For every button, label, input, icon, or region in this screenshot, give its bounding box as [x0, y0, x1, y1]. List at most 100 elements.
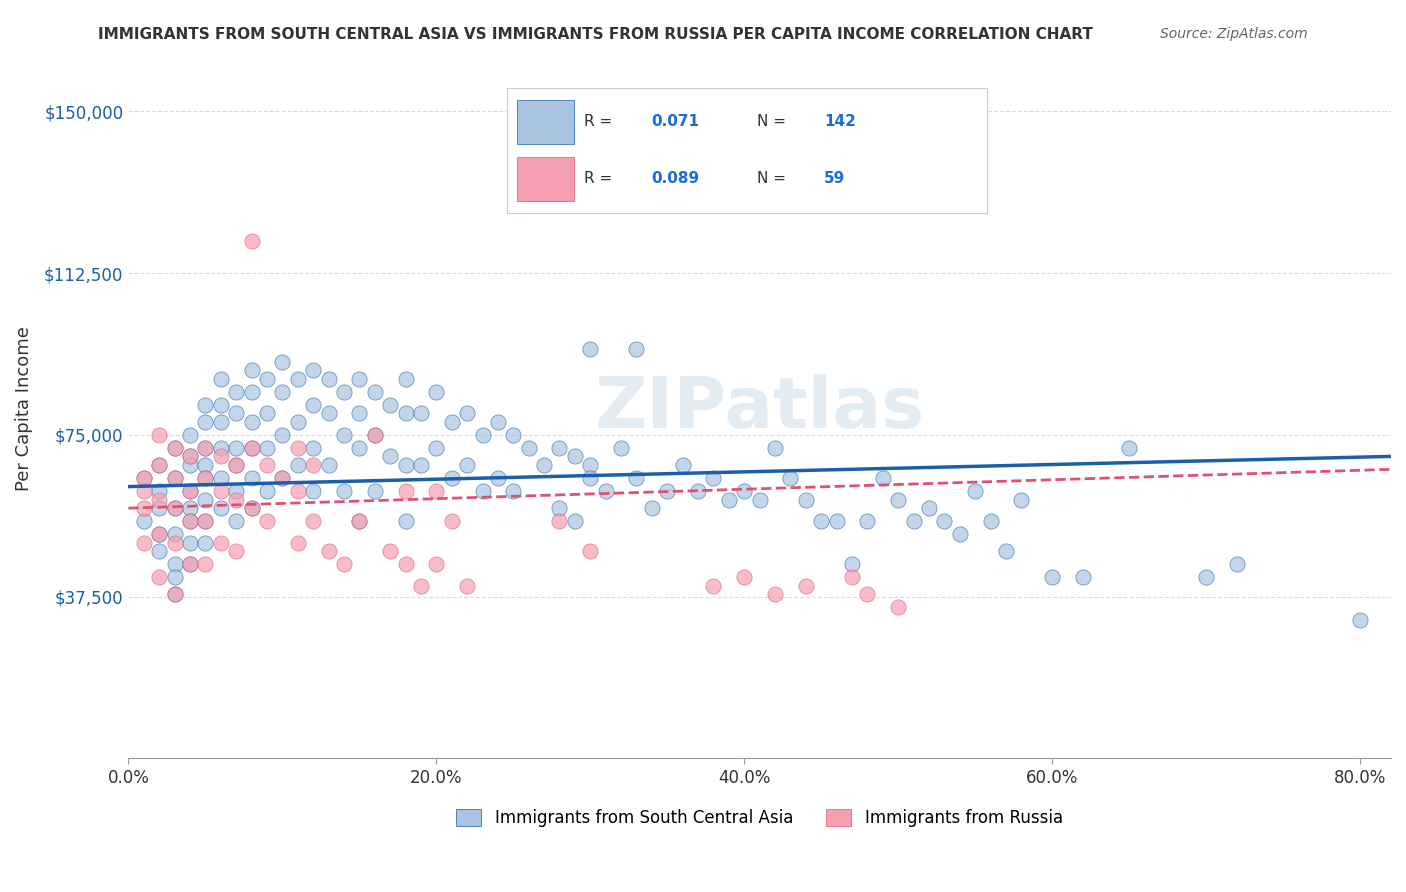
- Immigrants from South Central Asia: [825, 514, 848, 528]
- Immigrants from South Central Asia: [148, 458, 170, 472]
- Immigrants from South Central Asia: [240, 441, 263, 455]
- Immigrants from South Central Asia: [287, 458, 309, 472]
- Immigrants from South Central Asia: [1071, 570, 1094, 584]
- Immigrants from South Central Asia: [318, 458, 340, 472]
- Immigrants from Russia: [209, 450, 232, 464]
- Immigrants from South Central Asia: [364, 384, 387, 399]
- Immigrants from Russia: [271, 471, 294, 485]
- Immigrants from South Central Asia: [378, 450, 401, 464]
- Immigrants from Russia: [456, 579, 478, 593]
- Immigrants from South Central Asia: [179, 450, 201, 464]
- Immigrants from South Central Asia: [209, 415, 232, 429]
- Immigrants from South Central Asia: [256, 406, 278, 420]
- Immigrants from South Central Asia: [225, 384, 247, 399]
- Immigrants from South Central Asia: [995, 544, 1018, 558]
- Immigrants from South Central Asia: [717, 492, 740, 507]
- Immigrants from South Central Asia: [626, 471, 648, 485]
- Immigrants from Russia: [394, 558, 416, 572]
- Immigrants from South Central Asia: [456, 406, 478, 420]
- Immigrants from South Central Asia: [271, 384, 294, 399]
- Immigrants from South Central Asia: [763, 441, 786, 455]
- Immigrants from South Central Asia: [409, 458, 432, 472]
- Immigrants from South Central Asia: [179, 558, 201, 572]
- Immigrants from Russia: [163, 441, 186, 455]
- Immigrants from South Central Asia: [287, 415, 309, 429]
- Immigrants from Russia: [225, 458, 247, 472]
- Immigrants from Russia: [702, 579, 724, 593]
- Immigrants from South Central Asia: [502, 427, 524, 442]
- Immigrants from Russia: [440, 514, 463, 528]
- Immigrants from Russia: [856, 587, 879, 601]
- Immigrants from Russia: [302, 458, 325, 472]
- Immigrants from South Central Asia: [271, 354, 294, 368]
- Immigrants from South Central Asia: [548, 441, 571, 455]
- Immigrants from South Central Asia: [486, 415, 509, 429]
- Immigrants from South Central Asia: [287, 372, 309, 386]
- Immigrants from South Central Asia: [209, 398, 232, 412]
- Immigrants from Russia: [163, 587, 186, 601]
- Immigrants from Russia: [132, 483, 155, 498]
- Immigrants from South Central Asia: [163, 570, 186, 584]
- Immigrants from South Central Asia: [610, 441, 633, 455]
- Immigrants from Russia: [194, 558, 217, 572]
- Immigrants from South Central Asia: [949, 527, 972, 541]
- Immigrants from Russia: [148, 458, 170, 472]
- Immigrants from South Central Asia: [240, 471, 263, 485]
- Immigrants from South Central Asia: [1040, 570, 1063, 584]
- Immigrants from South Central Asia: [179, 514, 201, 528]
- Immigrants from South Central Asia: [225, 483, 247, 498]
- Immigrants from South Central Asia: [748, 492, 770, 507]
- Immigrants from South Central Asia: [965, 483, 987, 498]
- Immigrants from South Central Asia: [533, 458, 555, 472]
- Immigrants from South Central Asia: [194, 398, 217, 412]
- Immigrants from South Central Asia: [394, 406, 416, 420]
- Immigrants from South Central Asia: [163, 558, 186, 572]
- Immigrants from South Central Asia: [240, 501, 263, 516]
- Immigrants from Russia: [194, 471, 217, 485]
- Immigrants from Russia: [225, 544, 247, 558]
- Immigrants from South Central Asia: [163, 471, 186, 485]
- Immigrants from South Central Asia: [225, 458, 247, 472]
- Text: Source: ZipAtlas.com: Source: ZipAtlas.com: [1160, 27, 1308, 41]
- Immigrants from South Central Asia: [333, 384, 356, 399]
- Immigrants from Russia: [148, 492, 170, 507]
- Immigrants from South Central Asia: [349, 441, 371, 455]
- Immigrants from Russia: [302, 514, 325, 528]
- Immigrants from South Central Asia: [1226, 558, 1249, 572]
- Immigrants from South Central Asia: [425, 441, 447, 455]
- Immigrants from South Central Asia: [980, 514, 1002, 528]
- Immigrants from South Central Asia: [209, 372, 232, 386]
- Immigrants from Russia: [179, 483, 201, 498]
- Immigrants from South Central Asia: [517, 441, 540, 455]
- Immigrants from South Central Asia: [209, 471, 232, 485]
- Immigrants from Russia: [287, 441, 309, 455]
- Immigrants from Russia: [240, 501, 263, 516]
- Immigrants from South Central Asia: [564, 514, 586, 528]
- Immigrants from South Central Asia: [256, 441, 278, 455]
- Immigrants from Russia: [887, 600, 910, 615]
- Immigrants from Russia: [209, 535, 232, 549]
- Immigrants from South Central Asia: [1118, 441, 1140, 455]
- Immigrants from Russia: [148, 427, 170, 442]
- Immigrants from South Central Asia: [579, 471, 602, 485]
- Immigrants from South Central Asia: [256, 483, 278, 498]
- Immigrants from South Central Asia: [225, 441, 247, 455]
- Immigrants from South Central Asia: [918, 501, 941, 516]
- Immigrants from South Central Asia: [934, 514, 956, 528]
- Immigrants from Russia: [132, 535, 155, 549]
- Immigrants from Russia: [148, 527, 170, 541]
- Immigrants from South Central Asia: [194, 458, 217, 472]
- Immigrants from South Central Asia: [163, 527, 186, 541]
- Immigrants from Russia: [733, 570, 755, 584]
- Immigrants from South Central Asia: [132, 514, 155, 528]
- Immigrants from South Central Asia: [378, 398, 401, 412]
- Immigrants from South Central Asia: [872, 471, 894, 485]
- Immigrants from South Central Asia: [502, 483, 524, 498]
- Immigrants from South Central Asia: [471, 427, 494, 442]
- Immigrants from South Central Asia: [364, 483, 387, 498]
- Immigrants from South Central Asia: [240, 363, 263, 377]
- Immigrants from South Central Asia: [318, 406, 340, 420]
- Immigrants from Russia: [287, 535, 309, 549]
- Immigrants from South Central Asia: [440, 471, 463, 485]
- Immigrants from Russia: [425, 483, 447, 498]
